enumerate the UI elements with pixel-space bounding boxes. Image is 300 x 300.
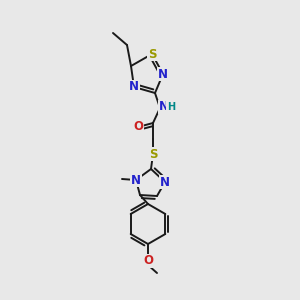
Text: N: N <box>158 68 168 80</box>
Text: S: S <box>149 148 157 160</box>
Text: O: O <box>143 254 153 268</box>
Text: S: S <box>148 47 156 61</box>
Text: O: O <box>133 121 143 134</box>
Text: N: N <box>160 176 170 188</box>
Text: N: N <box>159 100 169 113</box>
Text: N: N <box>131 173 141 187</box>
Text: N: N <box>129 80 139 94</box>
Text: H: H <box>167 102 175 112</box>
